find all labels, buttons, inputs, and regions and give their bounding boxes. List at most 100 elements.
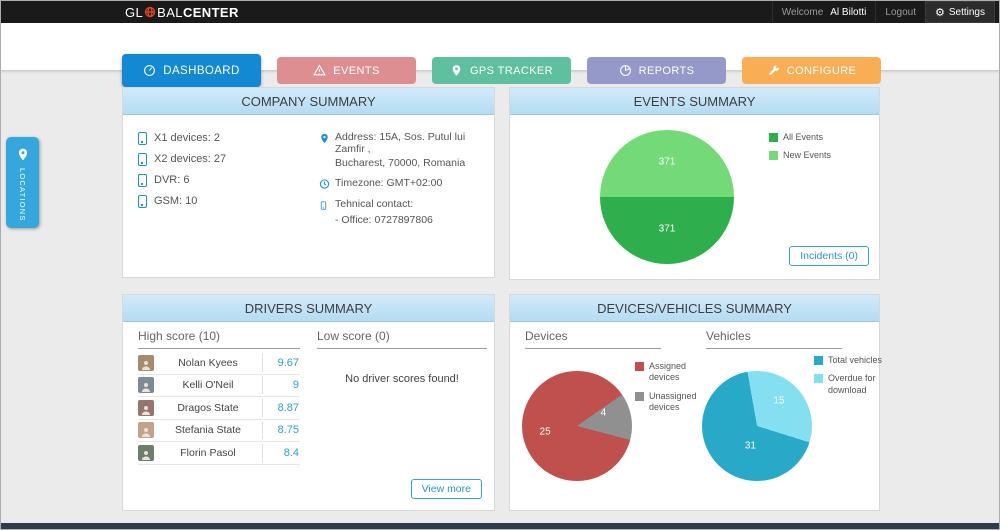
warning-icon <box>313 64 327 77</box>
pin-icon <box>16 146 30 163</box>
driver-name: Nolan Kyees <box>178 356 238 369</box>
low-score-header: Low score (0) <box>317 329 487 349</box>
driver-name: Kelli O'Neil <box>182 379 234 392</box>
pie-value-label: 371 <box>658 223 676 235</box>
driver-name: Florin Pasol <box>180 446 236 459</box>
nav-configure-button[interactable]: CONFIGURE <box>742 57 881 84</box>
incidents-button[interactable]: Incidents (0) <box>789 246 869 266</box>
vehicles-pie-chart: 31 15 <box>702 371 812 481</box>
pie-value-label: 31 <box>744 440 756 452</box>
avatar <box>138 422 154 439</box>
legend-item: New Events <box>769 150 853 161</box>
legend-swatch <box>769 133 778 142</box>
contact-value: - Office: 0727897806 <box>335 214 433 226</box>
avatar <box>138 444 154 461</box>
legend-item: Assigned devices <box>635 361 707 384</box>
pie-value-label: 371 <box>658 156 676 168</box>
pie-value-label: 15 <box>773 395 785 407</box>
gear-icon: ⚙ <box>934 6 945 19</box>
contact-line: Tehnical contact: <box>319 198 489 212</box>
pie-value-label: 25 <box>539 426 551 437</box>
main-navbar: DASHBOARD EVENTS GPS TRACKER REPORTS <box>1 23 999 87</box>
pie-value-label: 4 <box>600 407 607 419</box>
legend-swatch <box>635 391 644 401</box>
nav-reports-button[interactable]: REPORTS <box>587 57 726 84</box>
legend-swatch <box>769 151 778 161</box>
logout-button[interactable]: Logout <box>875 1 925 23</box>
avatar <box>138 377 154 394</box>
footer-bar <box>1 523 999 529</box>
device-count-row: X1 devices: 2 <box>138 131 226 145</box>
devices-header: Devices <box>525 329 661 349</box>
mobile-icon <box>138 131 147 145</box>
driver-score: 9.67 <box>262 353 300 372</box>
driver-row[interactable]: Florin Pasol 8.4 <box>138 442 300 465</box>
legend-item: Unassigned devices <box>635 391 707 414</box>
locations-tab-label: LOCATIONS <box>18 168 27 222</box>
topbar: GL BAL CENTER Welcome Al Bilotti Logout … <box>1 1 999 23</box>
devices-legend: Assigned devices Unassigned devices <box>635 361 707 420</box>
driver-score: 8.4 <box>262 443 300 462</box>
nav-dashboard-button[interactable]: DASHBOARD <box>122 54 261 87</box>
pie-icon <box>619 64 632 77</box>
company-contact-info: Address: 15A, Sos. Putul lui Zamfir , Bu… <box>319 131 489 234</box>
legend-item: All Events <box>769 132 853 143</box>
driver-row[interactable]: Nolan Kyees 9.67 <box>138 352 300 375</box>
timezone-line: Timezone: GMT+02:00 <box>319 177 489 191</box>
vehicles-legend: Total vehicles Overdue for download <box>814 355 886 403</box>
phone-icon <box>319 199 330 212</box>
device-count-row: X2 devices: 27 <box>138 152 226 166</box>
nav-gps-tracker-button[interactable]: GPS TRACKER <box>432 57 571 84</box>
locations-side-tab[interactable]: LOCATIONS <box>6 137 39 228</box>
address-line2: Bucharest, 70000, Romania <box>335 157 466 169</box>
mobile-icon <box>138 173 147 187</box>
driver-name: Stefania State <box>175 424 241 437</box>
devices-vehicles-summary-panel: DEVICES/VEHICLES SUMMARY Devices Vehicle… <box>509 294 882 511</box>
driver-row[interactable]: Stefania State 8.75 <box>138 420 300 442</box>
no-scores-message: No driver scores found! <box>345 373 459 385</box>
driver-score: 8.75 <box>262 421 300 440</box>
pin-icon <box>319 132 330 145</box>
mobile-icon <box>138 194 147 208</box>
logo-text-center: CENTER <box>182 4 239 20</box>
logo-text-gl: GL <box>125 4 144 20</box>
address-line: Address: 15A, Sos. Putul lui Zamfir , <box>319 131 489 155</box>
driver-score: 9 <box>262 376 300 395</box>
high-score-table: Nolan Kyees 9.67 Kelli O'Neil 9 Dragos S… <box>138 352 300 465</box>
events-summary-title: EVENTS SUMMARY <box>510 88 879 115</box>
clock-icon <box>319 178 330 191</box>
topbar-right: Welcome Al Bilotti Logout ⚙ Settings <box>771 1 995 23</box>
vehicles-header: Vehicles <box>706 329 842 349</box>
globe-icon <box>144 6 156 18</box>
company-device-counts: X1 devices: 2 X2 devices: 27 DVR: 6 GSM:… <box>138 131 226 215</box>
drivers-summary-panel: DRIVERS SUMMARY High score (10) Low scor… <box>122 294 495 511</box>
nav-buttons: DASHBOARD EVENTS GPS TRACKER REPORTS <box>122 54 881 87</box>
devices-pie-chart: 25 4 <box>522 371 632 481</box>
legend-swatch <box>635 362 644 371</box>
pin-icon <box>450 64 463 77</box>
legend-item: Overdue for download <box>814 373 886 396</box>
view-more-button[interactable]: View more <box>410 479 482 499</box>
nav-events-button[interactable]: EVENTS <box>277 57 416 84</box>
settings-button[interactable]: ⚙ Settings <box>924 1 995 23</box>
company-summary-panel: COMPANY SUMMARY X1 devices: 2 X2 devices… <box>122 87 495 278</box>
events-summary-panel: EVENTS SUMMARY 371 371 All Events New Ev… <box>509 87 880 280</box>
mobile-icon <box>138 152 147 166</box>
avatar <box>138 354 154 371</box>
devices-vehicles-title: DEVICES/VEHICLES SUMMARY <box>510 295 879 322</box>
driver-name: Dragos State <box>177 401 239 414</box>
events-legend: All Events New Events <box>769 132 853 169</box>
wrench-icon <box>767 64 780 77</box>
driver-score: 8.87 <box>262 398 300 417</box>
logo-text-bal: BAL <box>157 4 183 20</box>
driver-row[interactable]: Dragos State 8.87 <box>138 397 300 420</box>
legend-item: Total vehicles <box>814 355 886 366</box>
high-score-header: High score (10) <box>138 329 300 349</box>
events-pie-chart: 371 371 <box>600 130 734 264</box>
driver-row[interactable]: Kelli O'Neil 9 <box>138 375 300 397</box>
gauge-icon <box>143 64 156 77</box>
device-count-row: DVR: 6 <box>138 173 226 187</box>
username: Al Bilotti <box>830 6 867 18</box>
welcome-text: Welcome Al Bilotti <box>771 1 876 23</box>
